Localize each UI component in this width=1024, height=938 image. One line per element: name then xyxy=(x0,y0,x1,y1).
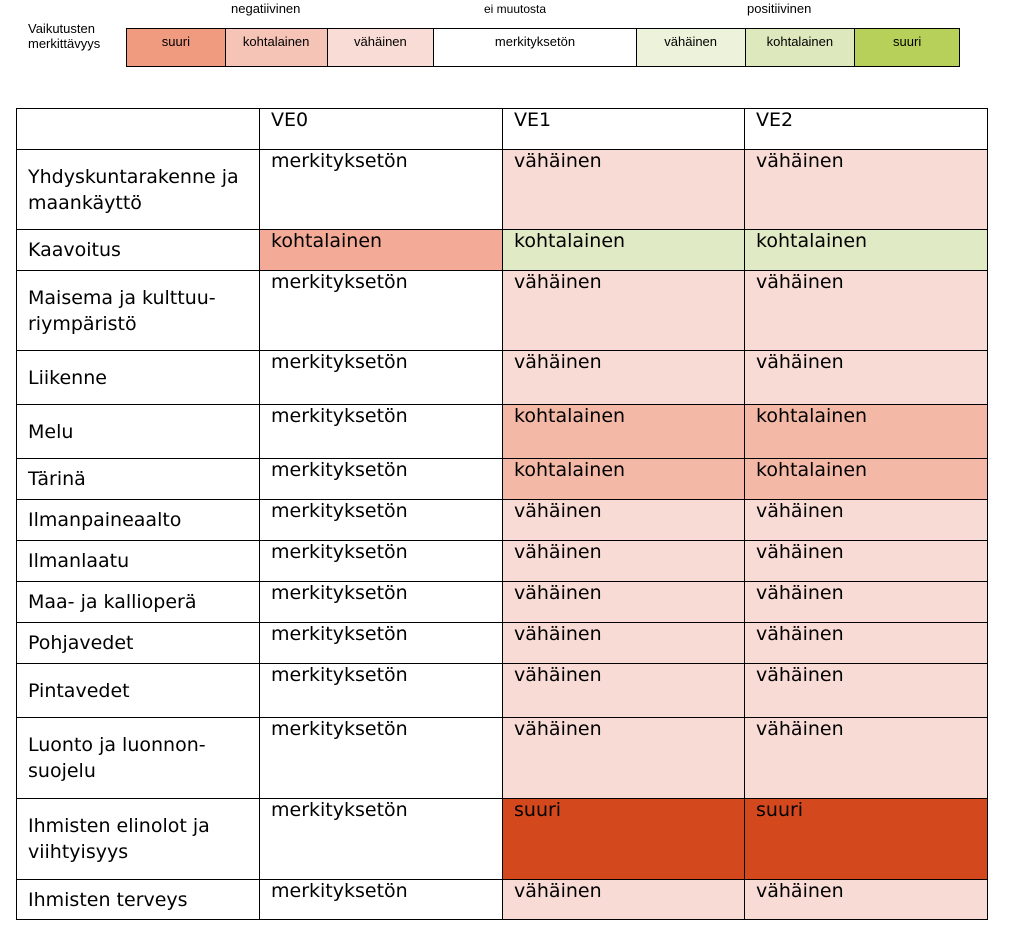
cell-ve0: merkityksetön xyxy=(259,350,503,405)
legend-neg-moderate: kohtalainen xyxy=(225,29,328,66)
legend-title: Vaikutusten merkittävyys xyxy=(28,21,101,51)
cell-ve0: merkityksetön xyxy=(259,540,503,582)
cell-ve1: kohtalainen xyxy=(502,404,745,459)
cell-ve1: vähäinen xyxy=(502,270,745,351)
cell-ve1: vähäinen xyxy=(502,350,745,405)
cell-ve0: merkityksetön xyxy=(259,270,503,351)
cell-ve2: vähäinen xyxy=(744,350,988,405)
row-topic: Ilmanpaineaalto xyxy=(16,499,260,541)
cell-ve1: kohtalainen xyxy=(502,229,745,271)
legend-pos-moderate: kohtalainen xyxy=(745,29,856,66)
row-topic: Kaavoitus xyxy=(16,229,260,271)
header-ve1: VE1 xyxy=(502,108,745,150)
cell-ve1: vähäinen xyxy=(502,879,745,920)
cell-ve1: vähäinen xyxy=(502,717,745,799)
cell-ve2: vähäinen xyxy=(744,663,988,718)
legend-neutral-label: ei muutosta xyxy=(484,2,547,16)
cell-ve0: merkityksetön xyxy=(259,622,503,664)
table-row: Liikenne merkityksetön vähäinen vähäinen xyxy=(16,350,988,405)
cell-ve2: kohtalainen xyxy=(744,404,988,459)
row-topic: Melu xyxy=(16,404,260,459)
cell-ve1: vähäinen xyxy=(502,540,745,582)
row-topic: Yhdyskuntarakenne ja maankäyttö xyxy=(16,149,260,230)
row-topic: Pintavedet xyxy=(16,663,260,718)
table-row: Tärinä merkityksetön kohtalainen kohtala… xyxy=(16,458,988,500)
table-row: Yhdyskuntarakenne ja maankäyttö merkityk… xyxy=(16,149,988,230)
cell-ve2: vähäinen xyxy=(744,717,988,799)
table-row: Maa- ja kallioperä merkityksetön vähäine… xyxy=(16,581,988,623)
cell-ve2: vähäinen xyxy=(744,581,988,623)
cell-ve1: vähäinen xyxy=(502,149,745,230)
cell-ve1: vähäinen xyxy=(502,663,745,718)
cell-ve2: kohtalainen xyxy=(744,458,988,500)
row-topic: Tärinä xyxy=(16,458,260,500)
cell-ve1: vähäinen xyxy=(502,499,745,541)
cell-ve2: kohtalainen xyxy=(744,229,988,271)
header-ve2: VE2 xyxy=(744,108,988,150)
legend-insignificant: merkityksetön xyxy=(434,29,637,66)
cell-ve0: merkityksetön xyxy=(259,404,503,459)
cell-ve0: kohtalainen xyxy=(259,229,503,271)
cell-ve0: merkityksetön xyxy=(259,798,503,880)
header-topic xyxy=(16,108,260,150)
cell-ve1: vähäinen xyxy=(502,581,745,623)
cell-ve2: vähäinen xyxy=(744,499,988,541)
cell-ve0: merkityksetön xyxy=(259,663,503,718)
cell-ve0: merkityksetön xyxy=(259,149,503,230)
cell-ve1: suuri xyxy=(502,798,745,880)
table-row: Melu merkityksetön kohtalainen kohtalain… xyxy=(16,404,988,459)
cell-ve0: merkityksetön xyxy=(259,458,503,500)
row-topic: Maisema ja kulttuu-riympäristö xyxy=(16,270,260,351)
legend-neg-small: vähäinen xyxy=(327,29,435,66)
cell-ve2: suuri xyxy=(744,798,988,880)
legend-neg-large: suuri xyxy=(127,29,226,66)
legend-negative-label: negatiivinen xyxy=(231,1,301,16)
table-row: Ilmanpaineaalto merkityksetön vähäinen v… xyxy=(16,499,988,541)
impact-assessment-table: VE0 VE1 VE2 Yhdyskuntarakenne ja maankäy… xyxy=(16,108,988,920)
row-topic: Ihmisten elinolot ja viihtyisyys xyxy=(16,798,260,880)
header-ve0: VE0 xyxy=(259,108,503,150)
legend-positive-label: positiivinen xyxy=(747,1,812,16)
row-topic: Luonto ja luonnon-suojelu xyxy=(16,717,260,799)
cell-ve0: merkityksetön xyxy=(259,717,503,799)
cell-ve2: vähäinen xyxy=(744,149,988,230)
row-topic: Pohjavedet xyxy=(16,622,260,664)
table-row: Ihmisten terveys merkityksetön vähäinen … xyxy=(16,879,988,920)
cell-ve1: kohtalainen xyxy=(502,458,745,500)
cell-ve2: vähäinen xyxy=(744,540,988,582)
cell-ve2: vähäinen xyxy=(744,879,988,920)
table-row: Ihmisten elinolot ja viihtyisyys merkity… xyxy=(16,798,988,880)
table-row: Pohjavedet merkityksetön vähäinen vähäin… xyxy=(16,622,988,664)
cell-ve1: vähäinen xyxy=(502,622,745,664)
table-header-row: VE0 VE1 VE2 xyxy=(16,108,988,150)
row-topic: Liikenne xyxy=(16,350,260,405)
row-topic: Ilmanlaatu xyxy=(16,540,260,582)
row-topic: Maa- ja kallioperä xyxy=(16,581,260,623)
row-topic: Ihmisten terveys xyxy=(16,879,260,920)
legend-pos-small: vähäinen xyxy=(636,29,746,66)
cell-ve0: merkityksetön xyxy=(259,879,503,920)
cell-ve0: merkityksetön xyxy=(259,581,503,623)
table-row: Kaavoitus kohtalainen kohtalainen kohtal… xyxy=(16,229,988,271)
legend-scale: suuri kohtalainen vähäinen merkityksetön… xyxy=(126,28,960,67)
cell-ve2: vähäinen xyxy=(744,270,988,351)
cell-ve0: merkityksetön xyxy=(259,499,503,541)
legend-pos-large: suuri xyxy=(855,29,959,66)
table-row: Luonto ja luonnon-suojelu merkityksetön … xyxy=(16,717,988,799)
table-row: Pintavedet merkityksetön vähäinen vähäin… xyxy=(16,663,988,718)
table-row: Maisema ja kulttuu-riympäristö merkityks… xyxy=(16,270,988,351)
table-row: Ilmanlaatu merkityksetön vähäinen vähäin… xyxy=(16,540,988,582)
cell-ve2: vähäinen xyxy=(744,622,988,664)
